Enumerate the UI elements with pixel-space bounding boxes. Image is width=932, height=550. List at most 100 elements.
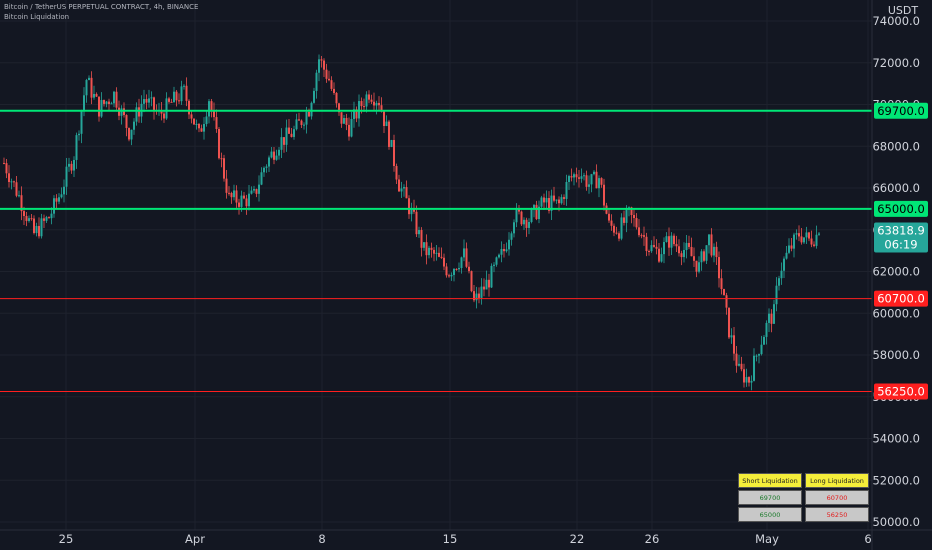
candle-body — [310, 102, 313, 117]
candle-body — [353, 109, 355, 119]
candle-body — [543, 197, 545, 203]
candle-body — [763, 336, 765, 345]
candle-body — [630, 207, 633, 216]
candle-body — [98, 96, 100, 117]
candle-body — [463, 248, 465, 258]
candle-body — [438, 252, 440, 257]
candle-body — [338, 103, 340, 113]
candle-body — [85, 80, 88, 96]
candle-body — [263, 167, 265, 173]
candle-body — [585, 175, 588, 187]
candle-body — [320, 59, 323, 61]
candle-body — [648, 251, 650, 253]
y-tick-label: 52000.0 — [872, 473, 920, 487]
candle-body — [105, 101, 108, 104]
candle-body — [473, 291, 475, 301]
x-tick-label: 15 — [443, 532, 458, 546]
candle-body — [643, 235, 645, 237]
candle-body — [368, 94, 370, 100]
candle-body — [723, 289, 725, 296]
candle-body — [318, 59, 320, 73]
candle-body — [223, 158, 225, 179]
candle-body — [773, 304, 775, 324]
short-liquidation-value: 69700 — [738, 490, 802, 505]
candle-body — [328, 78, 330, 81]
candle-body — [110, 103, 113, 105]
candle-body — [690, 246, 693, 257]
candle-body — [618, 233, 620, 239]
candle-body — [613, 225, 615, 233]
candle-body — [775, 285, 778, 305]
candle-body — [445, 266, 448, 276]
candle-body — [280, 137, 283, 150]
candle-body — [48, 217, 50, 219]
candle-body — [383, 111, 385, 126]
x-tick-label: 6 — [864, 532, 871, 546]
candle-body — [553, 195, 555, 201]
candle-body — [355, 109, 358, 119]
candle-body — [728, 307, 730, 338]
candle-body — [315, 72, 318, 91]
candle-body — [590, 174, 593, 185]
candle-body — [698, 262, 700, 272]
candle-body — [738, 363, 740, 366]
y-tick-label: 50000.0 — [872, 515, 920, 529]
candle-body — [330, 80, 333, 89]
candle-body — [808, 232, 810, 239]
x-tick-label: 25 — [59, 532, 74, 546]
candle-body — [173, 91, 175, 103]
candle-body — [505, 249, 508, 252]
candle-body — [305, 111, 308, 125]
candle-body — [115, 91, 118, 108]
candle-body — [708, 234, 710, 246]
candle-body — [703, 251, 705, 261]
candle-body — [435, 252, 438, 254]
candle-body — [210, 101, 213, 112]
table-row: 65000 56250 — [738, 507, 869, 522]
candle-body — [3, 162, 5, 164]
candle-body — [8, 173, 10, 183]
candle-body — [148, 98, 150, 103]
candle-body — [260, 172, 263, 185]
candle-body — [395, 165, 398, 180]
candle-body — [720, 278, 723, 290]
last-price-tag — [874, 222, 928, 253]
candle-body — [83, 95, 85, 111]
candle-body — [483, 286, 485, 290]
candle-body — [818, 233, 820, 235]
candle-body — [240, 195, 243, 207]
candle-body — [285, 127, 288, 145]
candle-body — [33, 218, 35, 234]
candle-body — [465, 248, 468, 267]
candle-body — [258, 184, 260, 194]
candle-body — [620, 217, 623, 239]
candle-body — [660, 254, 663, 262]
candle-body — [535, 204, 538, 220]
candle-body — [38, 226, 40, 237]
price-tag-label: 56250.0 — [877, 385, 925, 399]
candle-body — [635, 218, 638, 228]
candle-body — [453, 268, 455, 275]
price-tag — [874, 290, 928, 307]
x-tick-label: 26 — [645, 532, 660, 546]
candle-body — [340, 112, 343, 124]
candle-body — [175, 91, 178, 101]
candle-body — [25, 215, 28, 221]
candle-body — [770, 313, 773, 324]
candle-body — [303, 124, 305, 126]
candle-body — [143, 99, 145, 104]
long-liquidation-value: 60700 — [805, 490, 869, 505]
candle-body — [670, 235, 673, 248]
currency-selector[interactable]: USDT — [887, 4, 919, 17]
candle-body — [705, 245, 708, 261]
candle-body — [18, 195, 20, 197]
candle-body — [538, 206, 540, 220]
candle-body — [135, 107, 138, 122]
candle-body — [558, 199, 560, 204]
candle-body — [150, 97, 153, 99]
candle-body — [433, 249, 435, 254]
candle-body — [215, 117, 218, 129]
indicator-title: Bitcoin Liquidation — [4, 13, 70, 21]
candle-body — [138, 107, 140, 117]
